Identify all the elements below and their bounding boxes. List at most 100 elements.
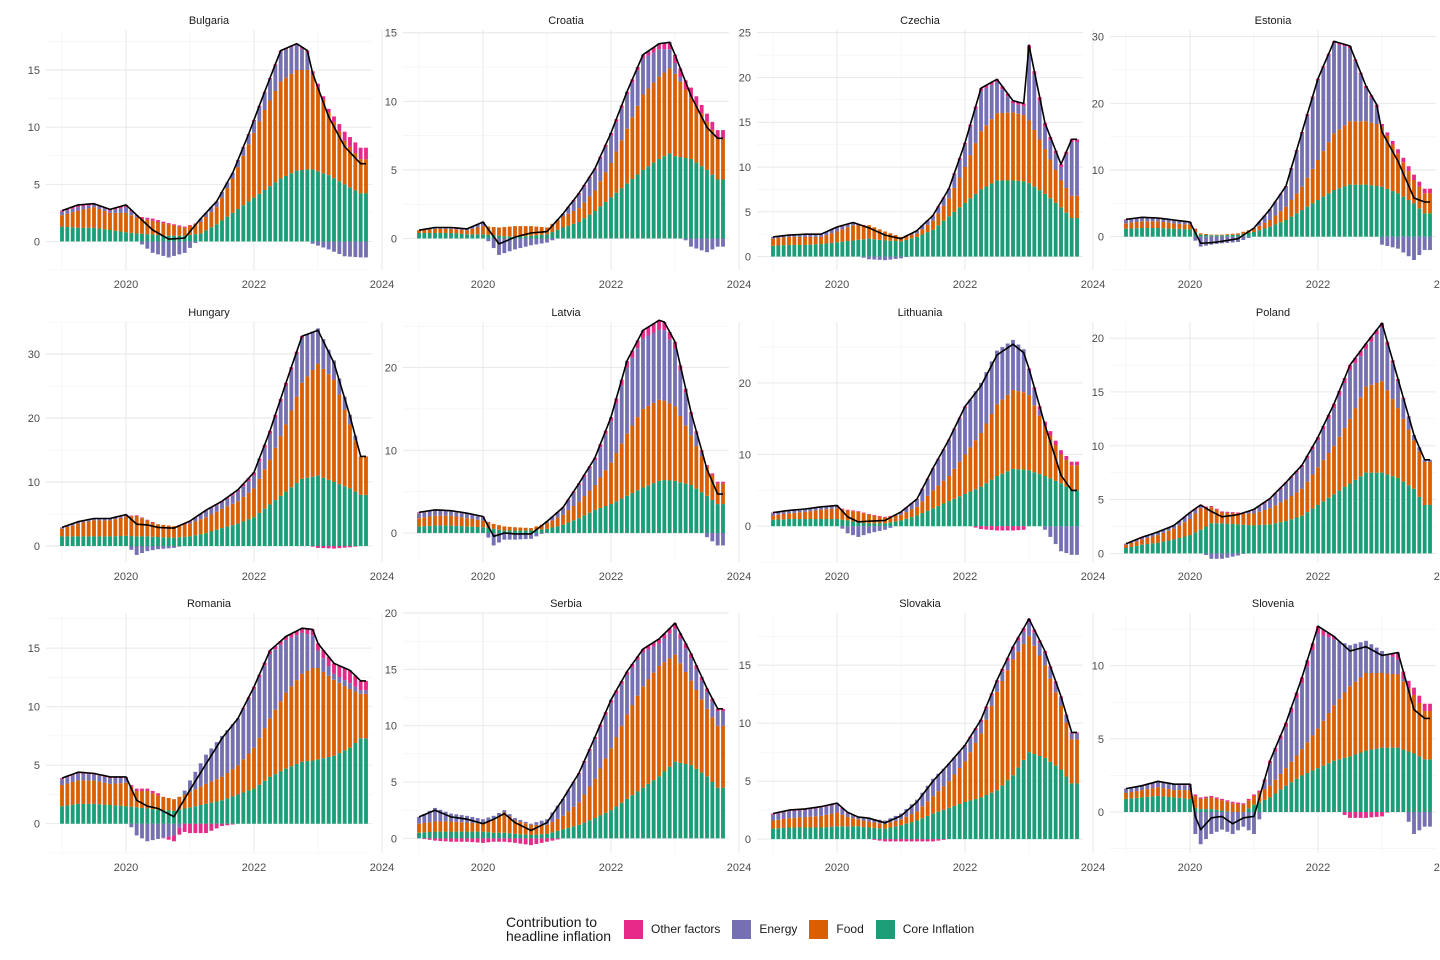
bar-food — [710, 717, 715, 783]
bar-core — [550, 527, 555, 534]
bar-energy — [268, 653, 272, 719]
bar-energy — [124, 515, 128, 517]
bar-core — [182, 536, 187, 546]
bar-food — [518, 226, 523, 237]
bar-energy — [1209, 812, 1214, 834]
bar-energy — [771, 513, 775, 516]
bar-energy — [310, 635, 315, 669]
bar-core — [1252, 232, 1256, 237]
x-tick-label: 2020 — [114, 571, 138, 583]
bar-core — [454, 831, 459, 839]
y-tick-label: 10 — [739, 718, 751, 730]
bar-other — [129, 515, 134, 517]
bar-food — [673, 406, 677, 481]
bar-food — [582, 496, 587, 516]
bar-energy — [1278, 739, 1283, 774]
bar-food — [113, 783, 118, 806]
bar-core — [1412, 488, 1416, 554]
panel-poland: 20202022202405101520Poland — [1092, 307, 1440, 583]
bar-core — [497, 529, 501, 534]
bar-food — [797, 817, 802, 828]
bar-energy — [984, 708, 989, 720]
bar-other — [1332, 636, 1336, 640]
bar-core — [1064, 212, 1069, 257]
bar-core — [571, 826, 576, 839]
bar-energy — [1284, 483, 1288, 500]
bar-core — [326, 479, 331, 546]
bar-energy — [851, 526, 855, 536]
bar-food — [454, 229, 459, 234]
bar-core — [246, 201, 251, 242]
bar-energy — [1145, 784, 1150, 790]
bar-core — [342, 486, 347, 546]
bar-food — [1048, 435, 1053, 479]
bar-other — [1374, 812, 1379, 817]
bar-other — [316, 643, 320, 651]
bar-energy — [1214, 553, 1219, 559]
bar-energy — [835, 227, 839, 232]
bar-energy — [888, 526, 893, 528]
bar-food — [86, 208, 91, 228]
bar-core — [1145, 796, 1150, 813]
bar-core — [1310, 508, 1315, 554]
bar-food — [1236, 803, 1240, 813]
bar-core — [1198, 809, 1203, 813]
bar-core — [1374, 472, 1379, 554]
bar-core — [257, 784, 262, 824]
bar-other — [417, 512, 421, 514]
bar-food — [284, 692, 288, 769]
bar-energy — [1172, 525, 1176, 529]
bar-core — [1027, 183, 1031, 257]
bar-core — [1140, 797, 1144, 813]
bar-core — [417, 832, 421, 839]
bar-food — [1310, 474, 1315, 509]
bar-energy — [433, 807, 437, 822]
bar-core — [86, 536, 91, 546]
bar-other — [134, 515, 139, 516]
bar-other — [486, 838, 491, 843]
bar-other — [326, 108, 331, 113]
bar-core — [1000, 180, 1005, 257]
bar-core — [1209, 523, 1214, 554]
bar-core — [364, 193, 368, 242]
bar-energy — [502, 810, 507, 813]
bar-energy — [689, 238, 693, 247]
bar-food — [278, 701, 283, 772]
bar-core — [1385, 747, 1390, 813]
bar-core — [824, 519, 829, 527]
bar-core — [1374, 748, 1379, 813]
bar-core — [683, 158, 688, 239]
bar-energy — [904, 808, 909, 817]
bar-energy — [1150, 218, 1155, 222]
bar-energy — [1064, 526, 1069, 554]
bar-food — [694, 689, 699, 769]
bar-core — [577, 518, 581, 534]
bar-core — [534, 834, 539, 839]
bar-food — [502, 526, 507, 531]
bar-core — [92, 227, 96, 242]
bar-other — [337, 546, 342, 549]
bar-core — [1284, 521, 1288, 554]
bar-core — [957, 496, 962, 527]
bar-other — [1204, 506, 1208, 508]
bar-core — [1326, 763, 1331, 813]
bar-core — [667, 766, 672, 839]
bar-food — [140, 518, 144, 537]
bar-food — [539, 227, 544, 235]
bar-food — [124, 212, 128, 233]
bar-core — [486, 528, 491, 534]
bar-energy — [497, 238, 501, 255]
bar-core — [1182, 229, 1187, 237]
bar-energy — [984, 87, 989, 126]
bar-core — [1364, 184, 1368, 237]
bar-core — [534, 235, 539, 239]
bar-core — [438, 831, 443, 839]
bar-core — [577, 824, 581, 839]
bar-energy — [230, 495, 235, 504]
bar-core — [97, 536, 102, 546]
bar-core — [1246, 232, 1251, 237]
bar-energy — [550, 238, 555, 241]
bar-core — [1166, 228, 1171, 237]
bar-core — [1257, 230, 1262, 237]
bar-energy — [1241, 812, 1246, 827]
